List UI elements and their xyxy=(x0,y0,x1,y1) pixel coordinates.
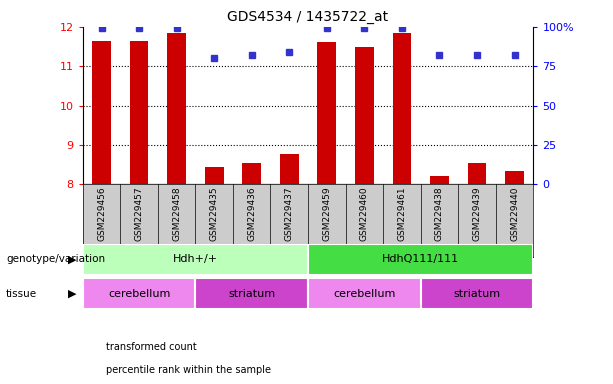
Text: GSM229459: GSM229459 xyxy=(322,187,331,241)
Bar xyxy=(83,278,196,309)
Text: transformed count: transformed count xyxy=(106,342,197,352)
Text: cerebellum: cerebellum xyxy=(333,289,395,299)
Text: Hdh+/+: Hdh+/+ xyxy=(173,254,218,264)
Text: HdhQ111/111: HdhQ111/111 xyxy=(382,254,459,264)
Bar xyxy=(308,278,421,309)
Bar xyxy=(280,154,299,184)
Text: GSM229460: GSM229460 xyxy=(360,187,369,241)
Text: cerebellum: cerebellum xyxy=(108,289,170,299)
Bar xyxy=(196,278,308,309)
Text: GSM229438: GSM229438 xyxy=(435,187,444,241)
Text: GSM229436: GSM229436 xyxy=(247,187,256,241)
Text: GSM229437: GSM229437 xyxy=(285,187,294,241)
Bar xyxy=(430,177,449,184)
Text: GSM229458: GSM229458 xyxy=(172,187,181,241)
Text: genotype/variation: genotype/variation xyxy=(6,254,105,264)
Bar xyxy=(421,278,533,309)
Text: striatum: striatum xyxy=(454,289,501,299)
Bar xyxy=(318,42,336,184)
Bar xyxy=(505,170,524,184)
Bar xyxy=(355,46,374,184)
Bar xyxy=(92,41,111,184)
Text: percentile rank within the sample: percentile rank within the sample xyxy=(106,365,271,375)
Text: GSM229440: GSM229440 xyxy=(510,187,519,241)
Bar xyxy=(167,33,186,184)
Text: tissue: tissue xyxy=(6,289,37,299)
Text: GSM229435: GSM229435 xyxy=(210,187,219,241)
Bar xyxy=(242,163,261,184)
Bar xyxy=(308,244,533,275)
Bar xyxy=(130,41,148,184)
Text: ▶: ▶ xyxy=(68,289,77,299)
Bar xyxy=(392,33,411,184)
Text: striatum: striatum xyxy=(228,289,275,299)
Text: GSM229461: GSM229461 xyxy=(397,187,406,241)
Title: GDS4534 / 1435722_at: GDS4534 / 1435722_at xyxy=(227,10,389,25)
Bar xyxy=(468,163,486,184)
Text: GSM229457: GSM229457 xyxy=(135,187,143,241)
Bar xyxy=(83,244,308,275)
Text: GSM229456: GSM229456 xyxy=(97,187,106,241)
Text: GSM229439: GSM229439 xyxy=(473,187,481,241)
Bar xyxy=(205,167,224,184)
Text: ▶: ▶ xyxy=(68,254,77,264)
